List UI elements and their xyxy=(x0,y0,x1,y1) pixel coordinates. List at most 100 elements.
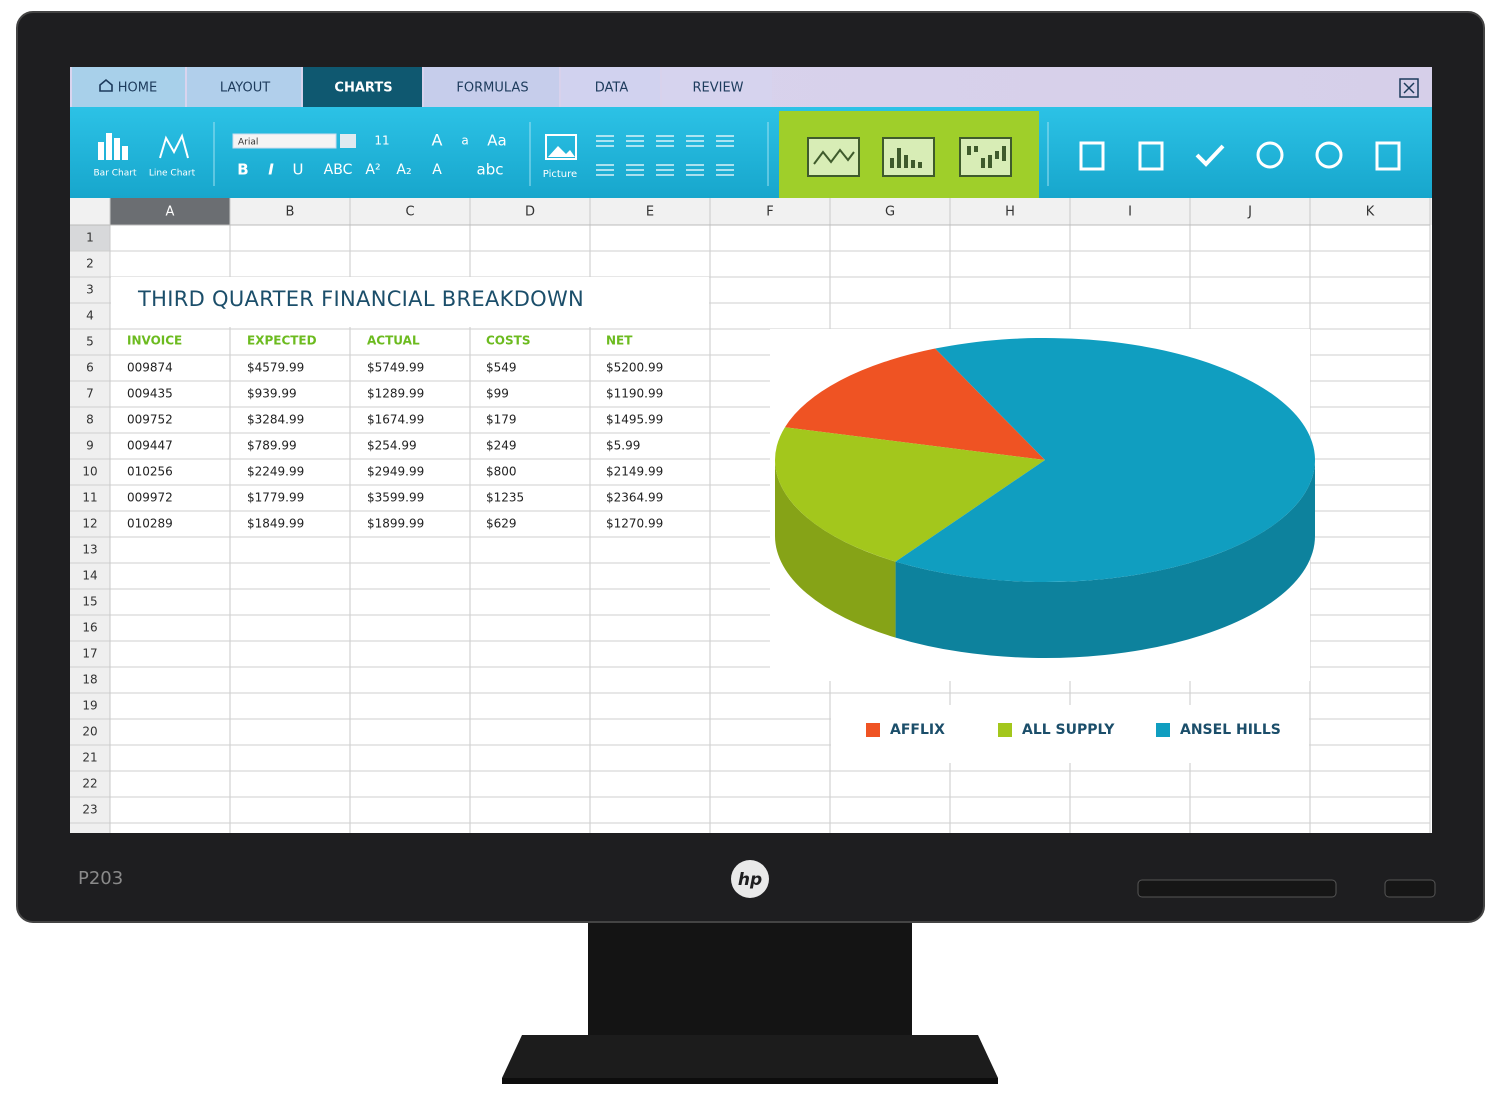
tab-label[interactable]: CHARTS xyxy=(334,81,392,96)
format-tool[interactable]: Aa xyxy=(487,132,506,150)
table-cell[interactable]: $1779.99 xyxy=(247,491,304,505)
column-header[interactable]: D xyxy=(525,205,535,220)
table-cell[interactable]: $1289.99 xyxy=(367,387,424,401)
legend-label[interactable]: ANSEL HILLS xyxy=(1180,722,1281,738)
column-header[interactable]: C xyxy=(405,205,414,220)
row-header[interactable]: 5 xyxy=(86,335,94,349)
format-tool[interactable]: abc xyxy=(477,161,504,179)
font-dropdown[interactable] xyxy=(340,134,356,148)
format-tool[interactable]: a xyxy=(461,134,468,148)
row-header[interactable]: 6 xyxy=(86,361,94,375)
tab-label[interactable]: LAYOUT xyxy=(220,81,270,96)
table-cell[interactable]: $4579.99 xyxy=(247,361,304,375)
row-header[interactable]: 9 xyxy=(86,439,94,453)
tool-icon[interactable] xyxy=(1195,144,1225,167)
table-cell[interactable]: 010289 xyxy=(127,517,173,531)
row-header[interactable]: 2 xyxy=(86,257,94,271)
tab-label[interactable]: FORMULAS xyxy=(456,81,528,96)
row-header[interactable]: 14 xyxy=(82,569,97,583)
table-cell[interactable]: 009972 xyxy=(127,491,173,505)
tab-label[interactable]: HOME xyxy=(118,81,157,96)
format-tool[interactable]: A² xyxy=(365,162,380,178)
column-header[interactable]: H xyxy=(1005,205,1015,220)
format-tool[interactable]: B xyxy=(237,161,248,179)
tool-icon[interactable] xyxy=(1079,141,1105,171)
table-cell[interactable]: $2949.99 xyxy=(367,465,424,479)
column-header[interactable]: B xyxy=(286,205,295,220)
table-cell[interactable]: $1235 xyxy=(486,491,524,505)
osd-buttons[interactable] xyxy=(1137,879,1337,898)
tab[interactable] xyxy=(561,67,660,107)
row-header[interactable]: 20 xyxy=(82,725,97,739)
column-header[interactable]: A xyxy=(166,205,175,220)
table-cell[interactable]: 009447 xyxy=(127,439,173,453)
tab[interactable] xyxy=(72,67,185,107)
legend-label[interactable]: ALL SUPPLY xyxy=(1022,722,1115,738)
table-cell[interactable]: 009435 xyxy=(127,387,173,401)
row-header[interactable]: 8 xyxy=(86,413,94,427)
row-header[interactable]: 12 xyxy=(82,517,97,531)
row-header[interactable]: 1 xyxy=(86,231,94,245)
tool-icon[interactable] xyxy=(1138,141,1164,171)
table-cell[interactable]: $179 xyxy=(486,413,517,427)
tab[interactable] xyxy=(303,67,422,107)
format-tool[interactable]: A xyxy=(432,162,442,178)
row-header[interactable]: 13 xyxy=(82,543,97,557)
row-header[interactable]: 21 xyxy=(82,751,97,765)
table-cell[interactable]: $2249.99 xyxy=(247,465,304,479)
table-cell[interactable]: $629 xyxy=(486,517,517,531)
ribbon-button-label[interactable]: Picture xyxy=(543,169,577,180)
table-cell[interactable]: $3284.99 xyxy=(247,413,304,427)
column-header[interactable]: F xyxy=(766,205,773,220)
column-header[interactable]: E xyxy=(646,205,654,220)
column-header[interactable]: G xyxy=(885,205,895,220)
chart-type-button[interactable] xyxy=(882,137,935,177)
legend-label[interactable]: AFFLIX xyxy=(890,722,945,738)
close-button[interactable] xyxy=(1399,78,1419,98)
table-cell[interactable]: $800 xyxy=(486,465,517,479)
table-cell[interactable]: $5.99 xyxy=(606,439,640,453)
table-cell[interactable]: $1270.99 xyxy=(606,517,663,531)
row-header[interactable]: 7 xyxy=(86,387,94,401)
table-cell[interactable]: 009874 xyxy=(127,361,173,375)
row-header[interactable]: 16 xyxy=(82,621,97,635)
table-cell[interactable]: 009752 xyxy=(127,413,173,427)
column-header[interactable]: I xyxy=(1128,205,1132,220)
row-header[interactable]: 11 xyxy=(82,491,97,505)
row-header[interactable]: 3 xyxy=(86,283,94,297)
power-button[interactable] xyxy=(1384,879,1436,898)
format-tool[interactable]: A₂ xyxy=(396,162,411,178)
table-cell[interactable]: 010256 xyxy=(127,465,173,479)
column-header[interactable]: J xyxy=(1247,205,1252,220)
format-tool[interactable]: A xyxy=(432,131,443,150)
row-header[interactable]: 18 xyxy=(82,673,97,687)
format-tool[interactable]: U xyxy=(293,161,304,179)
tab[interactable] xyxy=(424,67,559,107)
table-cell[interactable]: $99 xyxy=(486,387,509,401)
tab[interactable] xyxy=(662,67,772,107)
table-cell[interactable]: $254.99 xyxy=(367,439,417,453)
row-header[interactable]: 19 xyxy=(82,699,97,713)
table-cell[interactable]: $2364.99 xyxy=(606,491,663,505)
table-cell[interactable]: $549 xyxy=(486,361,517,375)
font-size[interactable]: 11 xyxy=(374,134,389,148)
tool-icon[interactable] xyxy=(1375,141,1401,171)
table-cell[interactable]: $1849.99 xyxy=(247,517,304,531)
format-tool[interactable]: ABC xyxy=(324,162,353,178)
tab-label[interactable]: DATA xyxy=(595,81,629,96)
table-cell[interactable]: $1674.99 xyxy=(367,413,424,427)
table-cell[interactable]: $5200.99 xyxy=(606,361,663,375)
row-header[interactable]: 22 xyxy=(82,777,97,791)
row-header[interactable]: 10 xyxy=(82,465,97,479)
tab-label[interactable]: REVIEW xyxy=(692,81,743,96)
table-cell[interactable]: $3599.99 xyxy=(367,491,424,505)
row-header[interactable]: 4 xyxy=(86,309,94,323)
table-cell[interactable]: $789.99 xyxy=(247,439,297,453)
ribbon-button-label[interactable]: Bar Chart xyxy=(94,169,137,179)
table-cell[interactable]: $1495.99 xyxy=(606,413,663,427)
table-cell[interactable]: $5749.99 xyxy=(367,361,424,375)
table-cell[interactable]: $1899.99 xyxy=(367,517,424,531)
row-header[interactable]: 23 xyxy=(82,803,97,817)
format-tool[interactable]: I xyxy=(268,161,274,179)
ribbon-button-label[interactable]: Line Chart xyxy=(149,169,196,179)
